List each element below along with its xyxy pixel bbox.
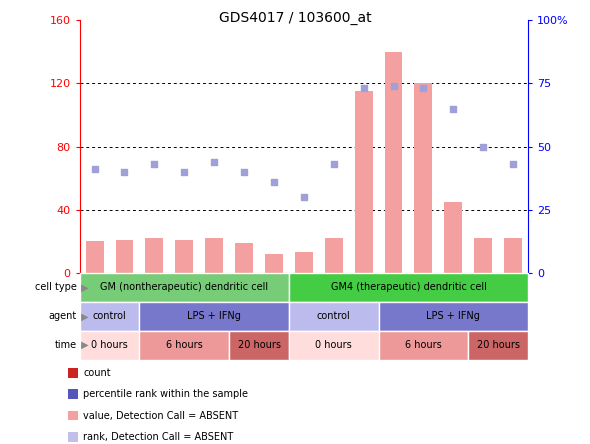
Point [509,161,518,168]
Text: ▶: ▶ [78,282,88,293]
Text: LPS + IFNg: LPS + IFNg [427,311,480,321]
Text: 6 hours: 6 hours [166,340,202,350]
Bar [414,83,432,273]
Text: GDS4017 / 103600_at: GDS4017 / 103600_at [219,11,371,25]
Text: value, Detection Call = ABSENT: value, Detection Call = ABSENT [83,411,238,420]
Bar [504,238,522,273]
Point [478,143,488,150]
Point [269,178,278,186]
Text: 20 hours: 20 hours [477,340,520,350]
Point [240,168,249,175]
Bar [295,253,313,273]
Text: LPS + IFNg: LPS + IFNg [187,311,241,321]
Point [329,161,339,168]
Bar [86,242,104,273]
Point [90,166,99,173]
Text: ▶: ▶ [78,311,88,321]
Bar [205,238,223,273]
Bar [355,91,373,273]
Bar [444,202,463,273]
Text: GM4 (therapeutic) dendritic cell: GM4 (therapeutic) dendritic cell [330,282,486,293]
Point [209,158,219,165]
Text: 0 hours: 0 hours [91,340,128,350]
Text: 20 hours: 20 hours [238,340,280,350]
Point [359,85,368,92]
Text: cell type: cell type [35,282,77,293]
Text: 0 hours: 0 hours [316,340,352,350]
Point [419,85,428,92]
Bar [474,238,492,273]
Bar [324,238,343,273]
Point [299,194,309,201]
Bar [385,52,402,273]
Text: 6 hours: 6 hours [405,340,442,350]
Text: control: control [317,311,350,321]
Text: count: count [83,368,111,378]
Text: agent: agent [48,311,77,321]
Text: GM (nontherapeutic) dendritic cell: GM (nontherapeutic) dendritic cell [100,282,268,293]
Bar [175,240,194,273]
Text: percentile rank within the sample: percentile rank within the sample [83,389,248,399]
Text: ▶: ▶ [78,340,88,350]
Bar [116,240,133,273]
Point [120,168,129,175]
Bar [265,254,283,273]
Point [179,168,189,175]
Point [150,161,159,168]
Text: time: time [54,340,77,350]
Text: rank, Detection Call = ABSENT: rank, Detection Call = ABSENT [83,432,234,442]
Text: control: control [93,311,126,321]
Bar [145,238,163,273]
Bar [235,243,253,273]
Point [389,82,398,89]
Point [448,105,458,112]
